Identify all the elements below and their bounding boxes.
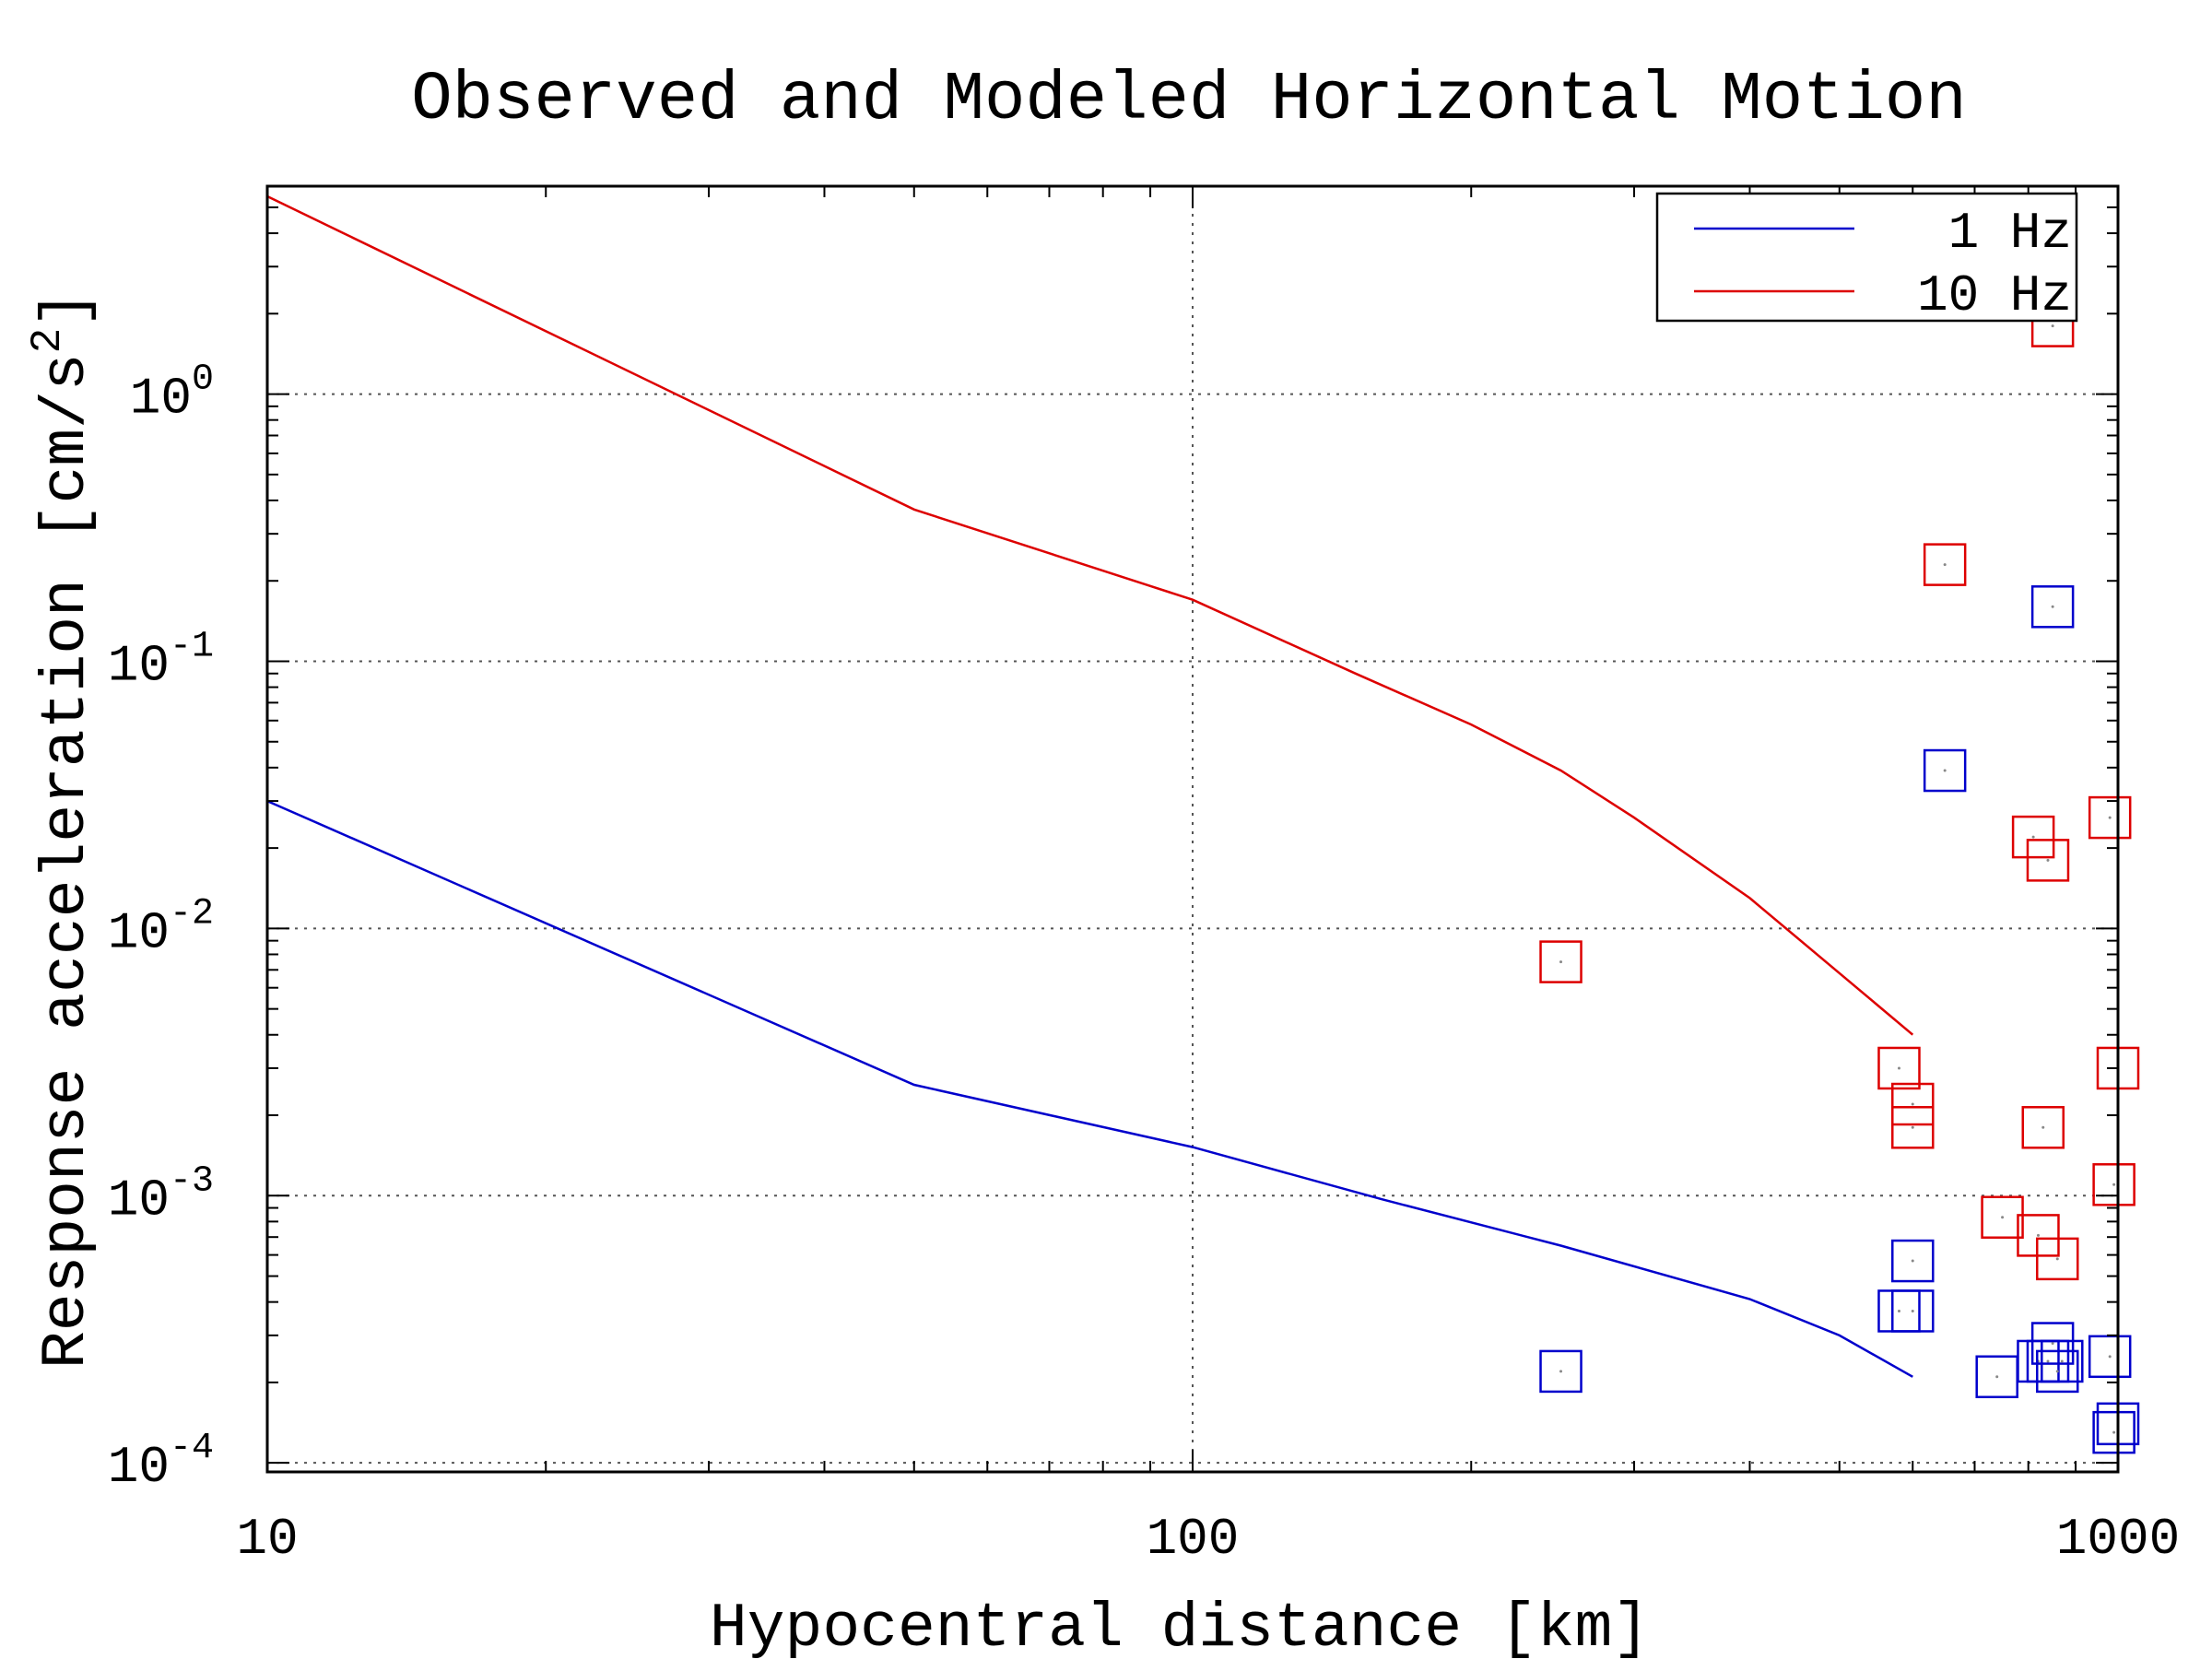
y-tick-exponent: 0 [192,359,214,401]
observed-point-center-10hz [1943,563,1947,567]
observed-point-center-10hz [2001,1216,2005,1219]
observed-point-10hz [1539,940,1583,983]
observed-point-1hz [2030,1322,2075,1365]
y-axis-label-close: ] [31,290,102,328]
legend: 1 Hz 10 Hz [1655,192,2078,325]
y-axis-label-superscript: 2 [24,328,72,354]
observed-point-center-10hz [1911,1102,1914,1106]
x-axis-label: Hypocentral distance [km] [710,1594,1650,1659]
observed-point-10hz [2011,815,2055,859]
observed-point-10hz [2092,1163,2136,1206]
observed-point-center-1hz [2108,1355,2112,1359]
y-tick-base: 10 [108,1438,170,1497]
y-axis-label: Response acceleration [cm/s2] [24,290,102,1369]
model-line-1hz [266,799,1913,1378]
observed-point-10hz [2088,795,2132,840]
observed-point-center-10hz [2051,324,2054,328]
observed-point-10hz [1891,1106,1935,1149]
observed-point-center-1hz [2112,1430,2116,1434]
observed-point-1hz [2092,1410,2136,1454]
observed-point-1hz [1539,1349,1583,1394]
observed-point-center-10hz [1559,960,1563,964]
axis-ticks [266,185,2118,1472]
observed-point-center-1hz [1911,1259,1914,1263]
y-tick-exponent: -2 [170,893,214,935]
observed-point-10hz [1981,1195,2024,1239]
model-line-10hz [266,194,1914,1036]
observed-point-10hz [1891,1082,1935,1126]
observed-point-1hz [1891,1239,1935,1283]
observed-point-center-10hz [2055,1257,2059,1261]
y-tick-label: 10-4 [108,1428,214,1497]
observed-point-10hz [2021,1106,2065,1149]
observed-point-center-10hz [2041,1125,2045,1129]
observed-point-1hz [1923,748,1967,793]
observed-point-center-1hz [1943,769,1947,772]
observed-point-center-1hz [1559,1370,1563,1373]
x-tick-label: 10 [236,1510,298,1569]
observed-point-center-1hz [1897,1309,1900,1312]
y-tick-label: 100 [130,359,214,429]
observed-point-center-1hz [1995,1375,1999,1379]
y-tick-label: 10-3 [108,1160,214,1230]
observed-point-10hz [2035,1237,2079,1281]
observed-point-center-1hz [2060,1359,2064,1363]
x-tick-label: 1000 [2056,1510,2180,1569]
y-tick-exponent: -3 [170,1160,214,1202]
plot-area [266,194,2140,1454]
observed-point-10hz [1877,1046,1921,1090]
observed-point-center-10hz [1911,1125,1914,1129]
observed-point-10hz [2026,839,2070,882]
y-tick-base: 10 [108,1171,170,1230]
observed-point-1hz [2041,1339,2084,1383]
observed-point-10hz [1923,543,1967,586]
y-tick-label: 10-1 [108,626,214,695]
y-tick-base: 10 [130,370,192,429]
observed-point-1hz [2030,585,2075,629]
observed-point-center-10hz [2046,858,2050,862]
y-tick-exponent: -1 [170,626,214,667]
legend-label-10hz: 10 Hz [1917,266,2072,325]
y-tick-exponent: -4 [170,1428,214,1469]
chart-title: Observed and Modeled Horizontal Motion [411,62,1966,139]
observed-point-center-10hz [1897,1066,1900,1070]
y-tick-label: 10-2 [108,893,214,962]
observed-point-center-10hz [2031,835,2035,839]
observed-point-center-1hz [2051,1342,2054,1346]
observed-point-center-1hz [2055,1370,2059,1373]
observed-point-center-10hz [2112,1182,2116,1186]
grid [267,186,2118,1472]
y-tick-base: 10 [108,903,170,962]
observed-point-center-10hz [2036,1233,2040,1237]
observed-point-center-1hz [1911,1309,1914,1312]
observed-point-center-1hz [2046,1359,2050,1363]
legend-label-1hz: 1 Hz [1948,204,2072,263]
legend-box [1655,192,2078,323]
observed-point-1hz [1891,1289,1935,1333]
y-tick-base: 10 [108,636,170,695]
plot-background [267,186,2118,1472]
observed-point-center-1hz [2051,605,2054,608]
observed-point-center-10hz [2108,816,2112,819]
x-tick-label: 100 [1147,1510,1240,1569]
observed-point-1hz [2035,1349,2079,1394]
y-axis-label-main: Response acceleration [cm/s [31,353,102,1369]
